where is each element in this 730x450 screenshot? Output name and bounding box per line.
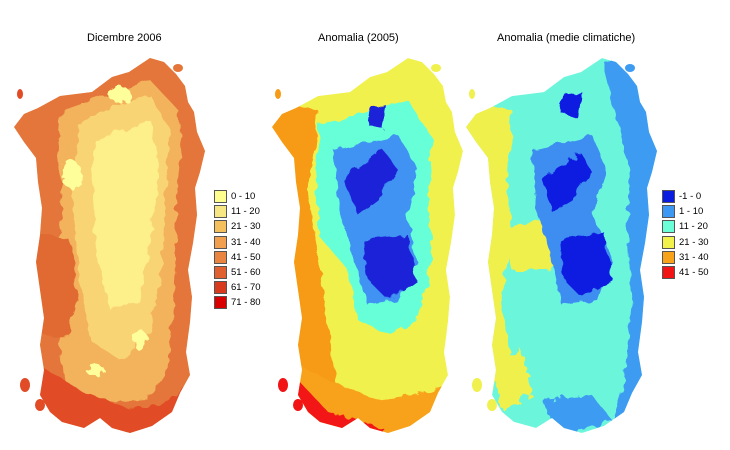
map3-dark-zone bbox=[542, 152, 592, 212]
legend-item: 1 - 10 bbox=[662, 204, 709, 219]
map1-islet bbox=[17, 89, 23, 99]
legend-item: 11 - 20 bbox=[214, 204, 261, 219]
legend-swatch bbox=[214, 296, 227, 310]
legend-swatch bbox=[214, 281, 227, 295]
legend-label: 41 - 50 bbox=[679, 267, 709, 279]
legend-swatch bbox=[214, 190, 227, 204]
map2-islet bbox=[293, 399, 303, 411]
map2-dark-zone bbox=[363, 235, 416, 300]
legend-item: 41 - 50 bbox=[662, 265, 709, 280]
map-panel-dicembre-2006 bbox=[14, 58, 205, 433]
legend-item: -1 - 0 bbox=[662, 189, 709, 204]
map1-islet bbox=[20, 378, 30, 392]
legend-swatch bbox=[214, 250, 227, 264]
map2-dark-zone bbox=[343, 150, 398, 215]
legend-item: 31 - 40 bbox=[214, 235, 261, 250]
legend-item: 21 - 30 bbox=[214, 219, 261, 234]
map3-dark-zone bbox=[560, 92, 582, 118]
legend-label: 71 - 80 bbox=[231, 297, 261, 309]
map3-west-zone bbox=[466, 100, 512, 400]
legend-swatch bbox=[214, 235, 227, 249]
map1-west-zone bbox=[20, 230, 78, 340]
map1-islets bbox=[17, 64, 183, 411]
map3-islet bbox=[487, 399, 497, 411]
legend-swatch bbox=[662, 235, 675, 249]
legend-label: 51 - 60 bbox=[231, 267, 261, 279]
legend-swatch bbox=[662, 190, 675, 204]
legend-item: 11 - 20 bbox=[662, 219, 709, 234]
legend-label: 31 - 40 bbox=[231, 236, 261, 248]
map-title-3: Anomalia (medie climatiche) bbox=[497, 32, 636, 44]
map1-spot bbox=[62, 161, 82, 189]
map-title-2: Anomalia (2005) bbox=[318, 32, 399, 44]
map1-islet bbox=[173, 64, 183, 72]
map3-south-yellow bbox=[492, 350, 532, 410]
map2-islet bbox=[431, 64, 441, 72]
map1-spot bbox=[86, 364, 104, 376]
legend-label: -1 - 0 bbox=[679, 191, 702, 203]
map2-yellow-zone bbox=[408, 330, 448, 385]
map1-spot bbox=[133, 330, 147, 350]
map2-islet bbox=[278, 378, 288, 392]
legend-label: 1 - 10 bbox=[679, 206, 704, 218]
legend-swatch bbox=[662, 250, 675, 264]
map1-islet bbox=[35, 399, 45, 411]
legend-label: 0 - 10 bbox=[231, 191, 256, 203]
map3-islet bbox=[625, 64, 635, 72]
map2-islet bbox=[275, 89, 281, 99]
legend-item: 61 - 70 bbox=[214, 280, 261, 295]
map1-high-zone bbox=[92, 120, 160, 310]
legend-label: 21 - 30 bbox=[679, 236, 709, 248]
legend-label: 11 - 20 bbox=[679, 221, 708, 233]
legend-dicembre-2006: 0 - 10 11 - 20 21 - 30 31 - 40 41 - 50 51 - 6… bbox=[214, 189, 261, 311]
map3-islet bbox=[472, 378, 482, 392]
map3-islets bbox=[469, 64, 635, 411]
legend-label: 31 - 40 bbox=[679, 251, 709, 263]
map3-islet bbox=[469, 89, 475, 99]
legend-item: 51 - 60 bbox=[214, 265, 261, 280]
legend-swatch bbox=[214, 205, 227, 219]
legend-item: 21 - 30 bbox=[662, 235, 709, 250]
legend-swatch bbox=[662, 220, 675, 234]
map-title-1: Dicembre 2006 bbox=[87, 32, 162, 44]
legend-label: 41 - 50 bbox=[231, 251, 261, 263]
legend-item: 31 - 40 bbox=[662, 250, 709, 265]
legend-anomalia-medie: -1 - 0 1 - 10 11 - 20 21 - 30 31 - 40 41 - 50 bbox=[662, 189, 709, 280]
legend-swatch bbox=[214, 220, 227, 234]
legend-swatch bbox=[214, 266, 227, 280]
legend-item: 71 - 80 bbox=[214, 295, 261, 310]
map-panel-anomalia-2005 bbox=[272, 58, 463, 433]
map1-spot bbox=[108, 88, 132, 102]
map-panel-anomalia-medie bbox=[466, 58, 657, 433]
map1-coast-band bbox=[14, 58, 205, 433]
legend-item: 0 - 10 bbox=[214, 189, 261, 204]
map2-dark-zone bbox=[368, 105, 386, 128]
legend-swatch bbox=[662, 205, 675, 219]
legend-item: 41 - 50 bbox=[214, 250, 261, 265]
map3-dark-zone bbox=[560, 232, 612, 298]
map2-islets bbox=[275, 64, 441, 411]
legend-swatch bbox=[662, 266, 675, 280]
legend-label: 61 - 70 bbox=[231, 282, 261, 294]
legend-label: 11 - 20 bbox=[231, 206, 260, 218]
legend-label: 21 - 30 bbox=[231, 221, 261, 233]
map3-east-zone bbox=[602, 60, 657, 433]
